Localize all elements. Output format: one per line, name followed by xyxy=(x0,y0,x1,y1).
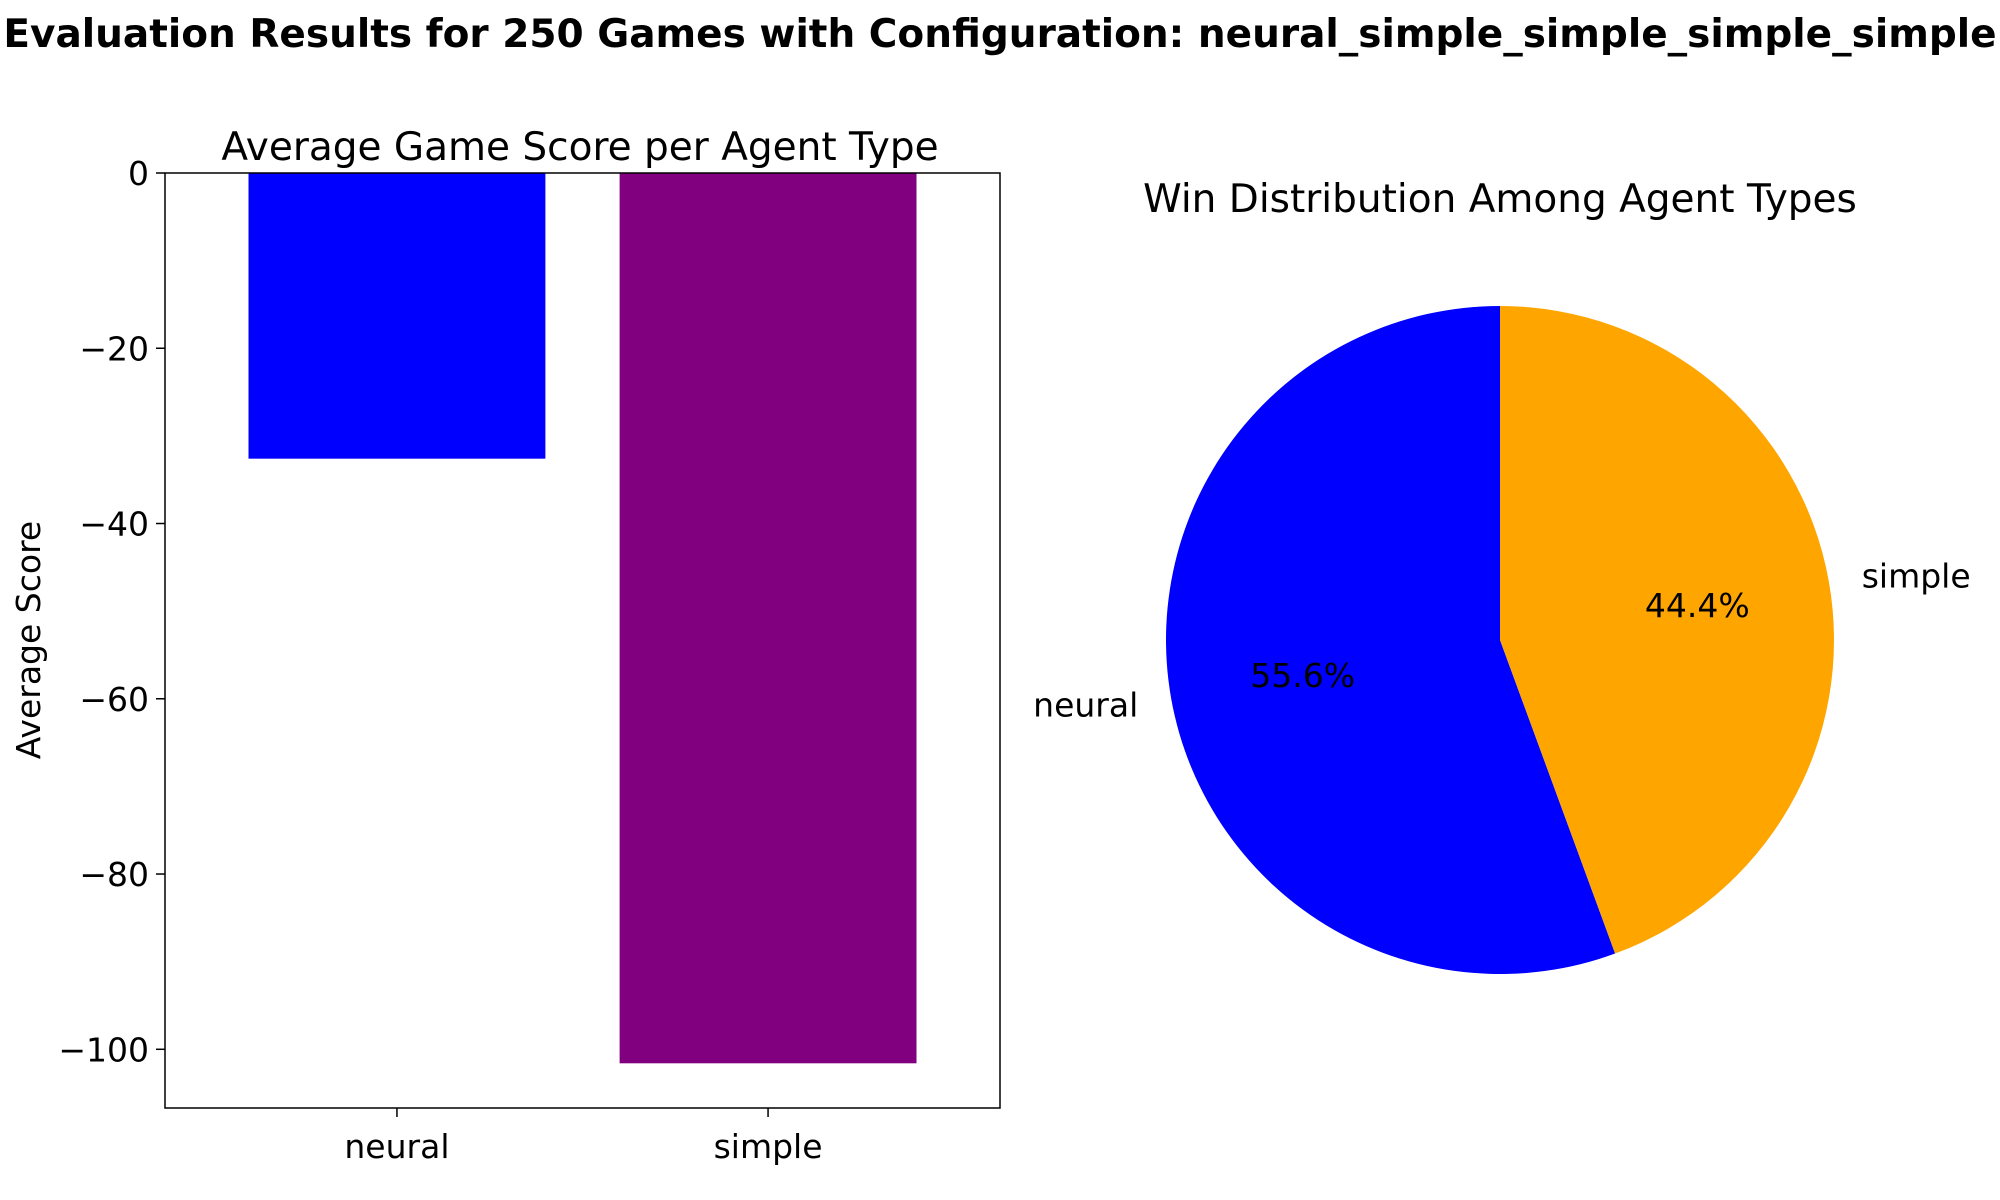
pie-slice-simple xyxy=(1500,306,1834,954)
y-tick-label: −40 xyxy=(79,505,149,544)
bar-series xyxy=(248,173,917,1064)
pie-pct-neural: 55.6% xyxy=(1250,656,1355,695)
y-tick-label: −60 xyxy=(79,680,149,719)
bar-chart: Average Game Score per Agent Type 0 −20 −4… xyxy=(9,125,1001,1166)
pie-label-simple: simple xyxy=(1862,557,1971,596)
bar-chart-axes-frame xyxy=(164,172,1001,1109)
x-axis-ticks: neural simple xyxy=(344,1108,823,1166)
bar-neural xyxy=(248,173,546,459)
pie-slices xyxy=(1166,306,1834,975)
bar-simple xyxy=(619,173,917,1064)
y-tick-label: −80 xyxy=(79,855,149,894)
x-tick-label-neural: neural xyxy=(344,1127,449,1166)
figure-title: Evaluation Results for 250 Games with Co… xyxy=(3,12,1997,57)
y-tick-label: −100 xyxy=(58,1030,149,1069)
pie-chart: Win Distribution Among Agent Types neura… xyxy=(1033,177,1971,975)
pie-slice-neural xyxy=(1166,306,1616,975)
pie-label-neural: neural xyxy=(1033,685,1138,724)
y-tick-label: −20 xyxy=(79,329,149,368)
y-axis-label: Average Score xyxy=(9,521,48,759)
y-tick-label: 0 xyxy=(128,154,149,193)
y-axis-ticks: 0 −20 −40 −60 −80 −100 xyxy=(58,154,165,1069)
pie-labels: neural 55.6% simple 44.4% xyxy=(1033,557,1970,725)
bar-chart-title: Average Game Score per Agent Type xyxy=(221,125,938,170)
pie-pct-simple: 44.4% xyxy=(1645,586,1750,625)
x-tick-label-simple: simple xyxy=(714,1127,823,1166)
pie-chart-title: Win Distribution Among Agent Types xyxy=(1143,177,1857,222)
